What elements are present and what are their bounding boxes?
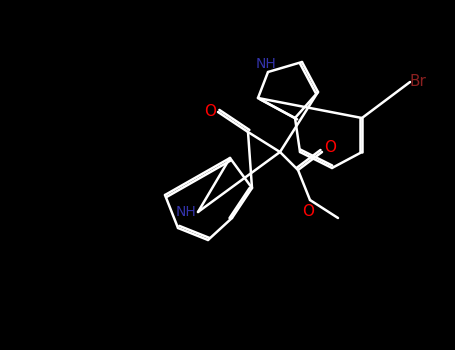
Text: NH: NH [256, 57, 276, 71]
Text: O: O [302, 204, 314, 219]
Text: O: O [204, 105, 216, 119]
Text: NH: NH [176, 205, 197, 219]
Text: O: O [324, 140, 336, 155]
Text: Br: Br [410, 75, 426, 90]
